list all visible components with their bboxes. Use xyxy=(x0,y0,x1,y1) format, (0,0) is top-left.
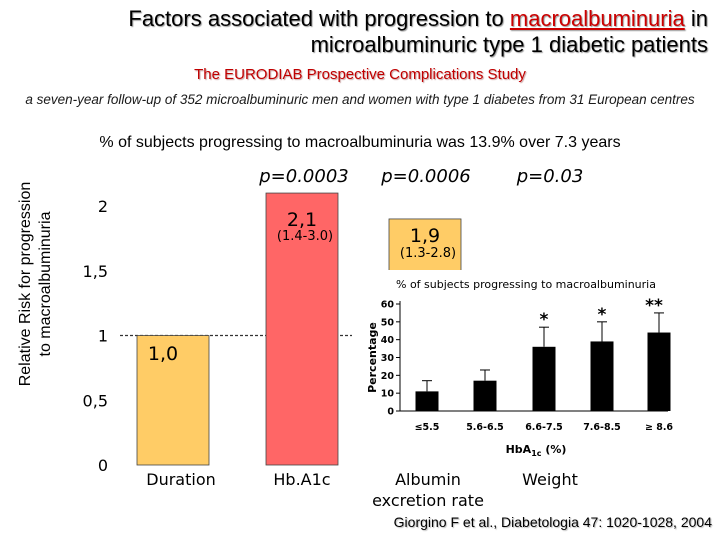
inset-bar xyxy=(590,341,614,411)
progression-note: % of subjects progressing to macroalbumi… xyxy=(99,134,621,151)
inset-y-label: Percentage xyxy=(366,322,379,393)
inset-y-tick-label: 40 xyxy=(381,335,395,346)
p-value-label: p=0.03 xyxy=(516,166,584,187)
inset-significance-marker: * xyxy=(598,305,607,325)
y-tick-label: 0 xyxy=(98,456,108,475)
ci-label: (1.3-2.8) xyxy=(400,246,456,261)
inset-y-tick-label: 60 xyxy=(381,300,395,311)
title-highlight: macroalbuminuria xyxy=(509,6,685,31)
hba1c-inset-chart: % of subjects progressing to macroalbumi… xyxy=(352,270,686,466)
p-value-label: p=0.0003 xyxy=(258,166,349,187)
value-label: 1,9 xyxy=(410,225,440,247)
bar-hb-a1c xyxy=(265,192,339,466)
inset-bar xyxy=(532,346,556,411)
x-category-label: Hb.A1c xyxy=(273,470,330,489)
inset-bar xyxy=(473,380,497,411)
inset-x-tick-label: 6.6-7.5 xyxy=(525,422,563,433)
x-category-label: Albumin xyxy=(395,470,461,489)
inset-bar xyxy=(647,332,671,411)
y-tick-label: 1,5 xyxy=(83,262,108,281)
inset-x-tick-label: ≤5.5 xyxy=(415,422,440,433)
inset-bar xyxy=(415,391,439,411)
inset-y-tick-label: 30 xyxy=(381,353,395,364)
citation: Giorgino F et al., Diabetologia 47: 1020… xyxy=(393,514,712,530)
bar-duration xyxy=(136,335,210,466)
inset-title: % of subjects progressing to macroalbumi… xyxy=(396,278,656,291)
x-category-label: Weight xyxy=(522,470,578,489)
inset-x-tick-label: ≥ 8.6 xyxy=(645,422,673,433)
value-label: 2,1 xyxy=(287,209,317,231)
inset-y-tick-label: 50 xyxy=(381,317,395,328)
followup-description: a seven-year follow-up of 352 microalbum… xyxy=(25,92,695,107)
inset-x-tick-label: 5.6-6.5 xyxy=(466,422,504,433)
ci-label: (1.4-3.0) xyxy=(277,229,333,244)
inset-x-tick-label: 7.6-8.5 xyxy=(583,422,621,433)
inset-y-tick-label: 10 xyxy=(381,389,395,400)
inset-y-tick-label: 0 xyxy=(387,407,394,418)
study-name: The EURODIAB Prospective Complications S… xyxy=(194,66,526,83)
p-value-label: p=0.0006 xyxy=(380,166,471,187)
x-category-label: excretion rate xyxy=(372,491,484,510)
inset-x-label: HbA1c (%) xyxy=(506,443,567,458)
x-category-label: Duration xyxy=(146,470,216,489)
y-tick-label: 0,5 xyxy=(83,391,108,410)
y-tick-label: 2 xyxy=(98,197,108,216)
value-label: 1,0 xyxy=(148,343,178,365)
inset-significance-marker: * xyxy=(540,310,549,330)
inset-y-tick-label: 20 xyxy=(381,371,395,382)
y-tick-label: 1 xyxy=(98,327,108,346)
slide-title: Factors associated with progression to m… xyxy=(128,6,708,57)
inset-significance-marker: ** xyxy=(645,296,663,316)
